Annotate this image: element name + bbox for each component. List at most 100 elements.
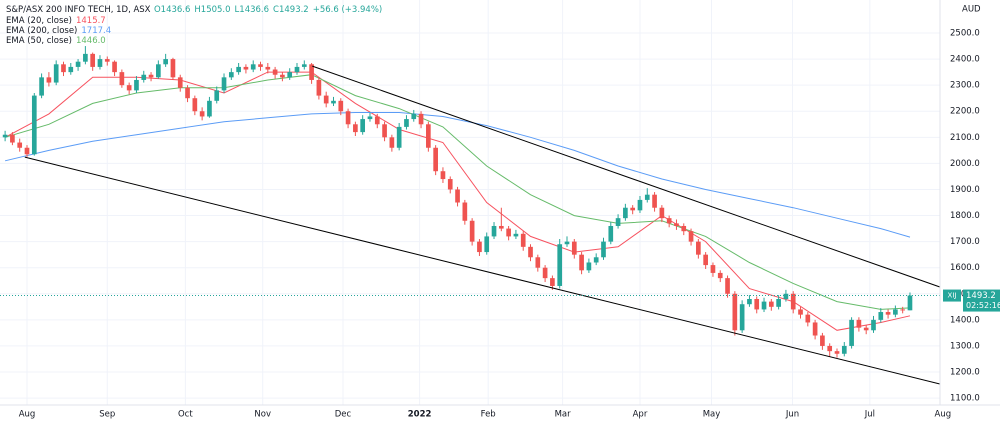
candle-body [623,207,628,219]
currency-label: AUD [962,5,981,15]
candle-body [199,111,205,117]
candle-body [477,241,482,253]
ohlc-value: O1436.6 [154,5,190,15]
candle-body [907,295,913,311]
candle-body [272,69,278,75]
y-tick-label: 2500.0 [950,29,980,39]
candle-body [520,233,526,247]
candle-body [97,59,103,67]
candle-body [170,59,176,78]
candle-body [768,301,774,307]
candle-body [849,319,854,346]
candle-body [754,298,760,310]
y-tick-label: 1800.0 [950,211,980,221]
candle-body [900,309,906,311]
grid [0,0,940,405]
candle-body [593,257,599,263]
legend-value: 1446.0 [76,36,106,46]
candle-body [2,134,8,138]
candle-body [433,147,438,172]
candle-body [550,278,555,286]
x-tick-label: Mar [555,410,572,420]
candle-body [221,77,227,91]
candle-body [893,309,898,315]
legend-value: 1717.4 [81,26,111,36]
candle-body [717,272,723,279]
candle-body [703,254,708,266]
candle-body [10,134,15,143]
candle-body [856,319,862,328]
ema-line [4,74,911,310]
legend-row: EMA (50, close) 1446.0 [6,36,106,46]
legend-row: EMA (20, close) 1415.7 [6,16,106,26]
trend-line [312,65,941,288]
candle-body [739,304,745,331]
candle-body [863,327,869,331]
candle-body [163,59,168,65]
candle-body [586,262,592,271]
symbol-badge: XIJ [948,292,957,300]
candle-body [24,147,30,155]
candle-body [484,236,490,253]
y-tick-label: 2100.0 [950,133,980,143]
candle-body [798,309,803,315]
candle-body [491,225,497,237]
candle-body [228,72,234,78]
candle-body [696,241,701,255]
candle-body [192,98,198,112]
candle-body [462,202,468,221]
candle-body [469,220,475,242]
candle-body [134,79,139,91]
candle-body [75,61,81,67]
legend-title: S&P/ASX 200 INFO TECH, 1D, ASX [6,5,151,15]
candle-body [506,228,511,237]
candle-body [185,87,190,99]
candle-body [601,241,606,258]
candle-body [834,351,840,354]
candle-body [287,72,293,78]
candle-body [447,179,453,190]
legend-row: S&P/ASX 200 INFO TECH, 1D, ASX O1436.6 H15… [6,5,382,15]
x-tick-label: Feb [481,410,496,420]
candle-body [783,293,789,299]
y-tick-label: 2200.0 [950,107,980,117]
candle-body [243,66,249,70]
candle-body [644,194,650,200]
candle-body [579,254,584,271]
candle-body [652,194,657,208]
candle-body [367,116,373,120]
ema-line [4,112,911,238]
x-tick-label: Sep [99,410,115,420]
candle-body [156,64,161,78]
candle-body [177,77,183,88]
y-tick-label: 1700.0 [950,237,980,247]
candle-body [141,74,147,80]
candle-body [17,142,23,148]
last-price-bg [963,289,1000,312]
candle-body [360,119,366,133]
candle-body [513,233,519,237]
candle-body [747,298,752,305]
candle-body [455,189,460,203]
ohlc-value: C1493.2 [273,5,309,15]
candle-body [345,111,351,125]
candle-body [710,265,716,273]
candle-body [820,335,825,346]
plot-area [0,46,941,385]
candle-body [528,246,533,258]
x-tick-label: Apr [633,410,648,420]
candle-body [608,225,614,242]
x-tick-label: Jul [864,410,875,420]
candle-body [396,126,402,148]
candle-body [148,74,154,78]
candle-body [637,199,643,211]
ohlc-value: L1436.6 [235,5,269,15]
y-tick-label: 1900.0 [950,185,980,195]
candle-body [885,312,891,315]
candle-body [827,345,833,352]
candle-body [301,64,307,67]
x-tick-label: Aug [19,410,36,420]
x-tick-label: May [703,410,721,420]
candle-body [841,345,847,354]
